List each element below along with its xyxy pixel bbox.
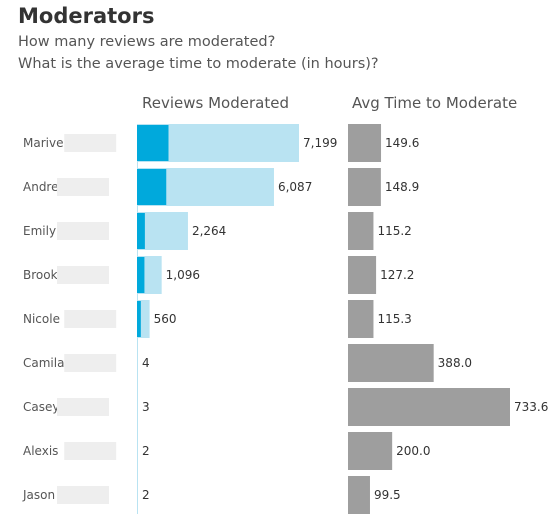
- moderator-name-label: Emily: [23, 224, 56, 238]
- reviews-highlight-bar: [137, 125, 169, 161]
- avg-time-value-label: 148.9: [385, 180, 419, 194]
- reviews-highlight-bar: [137, 169, 167, 205]
- name-blur-mask: [64, 442, 117, 460]
- reviews-value-label: 2: [142, 488, 150, 502]
- reviews-bar: [137, 476, 138, 514]
- avg-time-bar: [348, 388, 510, 426]
- reviews-value-label: 2,264: [192, 224, 226, 238]
- reviews-bar: [137, 212, 188, 250]
- reviews-bar: [137, 432, 138, 470]
- reviews-value-label: 7,199: [303, 136, 337, 150]
- avg-time-value-label: 99.5: [374, 488, 401, 502]
- reviews-bar: [137, 388, 138, 426]
- moderator-name-label: Nicole: [23, 312, 60, 326]
- name-blur-mask: [64, 310, 117, 328]
- name-blur-mask: [57, 178, 109, 196]
- avg-time-value-label: 200.0: [396, 444, 430, 458]
- avg-time-column-title: Avg Time to Moderate: [352, 94, 518, 112]
- name-blur-mask: [64, 354, 117, 372]
- avg-time-bar: [348, 212, 374, 250]
- name-blur-mask: [57, 398, 109, 416]
- reviews-value-label: 2: [142, 444, 150, 458]
- moderator-name-label: Andre: [23, 180, 58, 194]
- moderator-name-label: Casey: [23, 400, 59, 414]
- moderator-name-label: Alexis: [23, 444, 58, 458]
- reviews-value-label: 1,096: [166, 268, 200, 282]
- avg-time-value-label: 127.2: [380, 268, 414, 282]
- moderator-name-label: Brook: [23, 268, 58, 282]
- name-blur-mask: [57, 266, 109, 284]
- reviews-highlight-bar: [137, 257, 145, 293]
- avg-time-bar: [348, 168, 381, 206]
- reviews-value-label: 3: [142, 400, 150, 414]
- avg-time-bar: [348, 432, 393, 470]
- avg-time-value-label: 115.3: [377, 312, 411, 326]
- moderator-name-label: Marive: [23, 136, 63, 150]
- moderator-name-label: Camila: [23, 356, 64, 370]
- name-blur-mask: [57, 486, 109, 504]
- reviews-bar: [137, 344, 138, 382]
- name-blur-mask: [64, 134, 117, 152]
- avg-time-value-label: 115.2: [377, 224, 411, 238]
- reviews-value-label: 4: [142, 356, 150, 370]
- subtitle-reviews-question: How many reviews are moderated?: [18, 34, 276, 50]
- reviews-value-label: 6,087: [278, 180, 312, 194]
- page-title: Moderators: [18, 4, 155, 28]
- avg-time-bar: [348, 256, 377, 294]
- name-blur-mask: [57, 222, 109, 240]
- avg-time-bar: [348, 344, 434, 382]
- reviews-highlight-bar: [137, 301, 141, 337]
- subtitle-time-question: What is the average time to moderate (in…: [18, 56, 379, 72]
- avg-time-value-label: 149.6: [385, 136, 419, 150]
- avg-time-value-label: 733.6: [514, 400, 548, 414]
- avg-time-value-label: 388.0: [438, 356, 472, 370]
- avg-time-bar: [348, 300, 374, 338]
- avg-time-bar: [348, 124, 382, 162]
- reviews-value-label: 560: [154, 312, 177, 326]
- reviews-highlight-bar: [137, 213, 145, 249]
- reviews-column-title: Reviews Moderated: [142, 94, 289, 112]
- moderator-name-label: Jason: [22, 488, 55, 502]
- avg-time-bar: [348, 476, 370, 514]
